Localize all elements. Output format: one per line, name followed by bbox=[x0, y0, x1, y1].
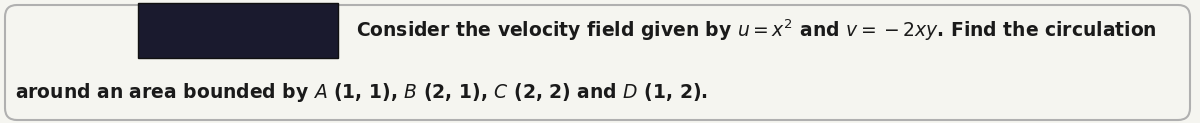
Text: Consider the velocity field given by $u = x^2$ and $v = -2xy$. Find the circulat: Consider the velocity field given by $u … bbox=[356, 18, 1157, 43]
FancyBboxPatch shape bbox=[5, 5, 1190, 120]
Text: around an area bounded by $A$ (1, 1), $B$ (2, 1), $C$ (2, 2) and $D$ (1, 2).: around an area bounded by $A$ (1, 1), $B… bbox=[14, 82, 708, 105]
Bar bbox=[138, 3, 338, 58]
